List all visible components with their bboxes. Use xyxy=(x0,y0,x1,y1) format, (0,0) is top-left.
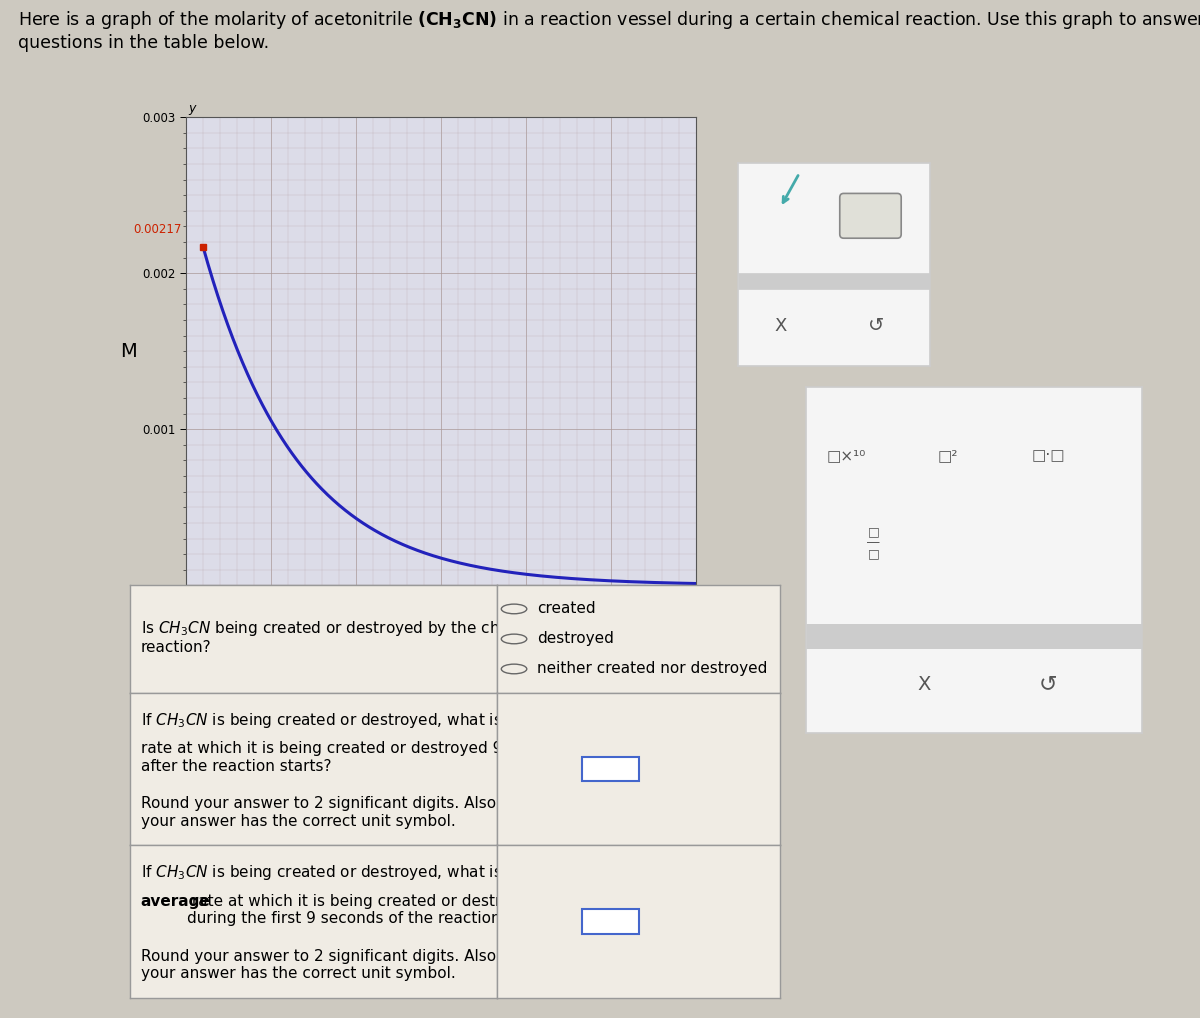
Text: Here is a graph of the molarity of acetonitrile $\mathbf{(CH_3CN)}$ in a reactio: Here is a graph of the molarity of aceto… xyxy=(18,9,1200,52)
Text: neither created nor destroyed: neither created nor destroyed xyxy=(536,662,767,677)
Text: □²: □² xyxy=(937,449,958,463)
Text: X: X xyxy=(774,317,786,335)
Text: Is $\mathit{CH_3CN}$ being created or destroyed by the chemical
reaction?: Is $\mathit{CH_3CN}$ being created or de… xyxy=(140,619,550,655)
Text: If $\mathit{CH_3CN}$ is being created or destroyed, what is the: If $\mathit{CH_3CN}$ is being created or… xyxy=(140,863,532,883)
FancyBboxPatch shape xyxy=(840,193,901,238)
Text: □·□: □·□ xyxy=(1032,449,1066,463)
Text: y: y xyxy=(188,102,196,115)
Text: □×¹⁰: □×¹⁰ xyxy=(827,449,866,463)
Text: destroyed: destroyed xyxy=(536,631,613,646)
Text: M: M xyxy=(120,342,137,360)
Text: ↺: ↺ xyxy=(868,317,884,335)
Text: average: average xyxy=(140,894,210,909)
Text: If $\mathit{CH_3CN}$ is being created or destroyed, what is the: If $\mathit{CH_3CN}$ is being created or… xyxy=(140,711,532,730)
Text: rate at which it is being created or destroyed
during the first 9 seconds of the: rate at which it is being created or des… xyxy=(186,894,538,926)
Text: X: X xyxy=(917,675,931,694)
Text: ↺: ↺ xyxy=(1039,675,1057,694)
Text: Round your answer to 2 significant digits. Also be sure
your answer has the corr: Round your answer to 2 significant digit… xyxy=(140,796,558,829)
Text: rate at which it is being created or destroyed 9 seconds
after the reaction star: rate at which it is being created or des… xyxy=(140,741,570,774)
X-axis label: seconds: seconds xyxy=(409,614,473,629)
FancyBboxPatch shape xyxy=(582,909,638,934)
Text: 0.00217: 0.00217 xyxy=(133,223,182,236)
Text: Round your answer to 2 significant digits. Also be sure
your answer has the corr: Round your answer to 2 significant digit… xyxy=(140,949,558,981)
Text: created: created xyxy=(536,602,595,617)
Text: □
―
□: □ ― □ xyxy=(868,525,880,560)
FancyBboxPatch shape xyxy=(582,756,638,781)
